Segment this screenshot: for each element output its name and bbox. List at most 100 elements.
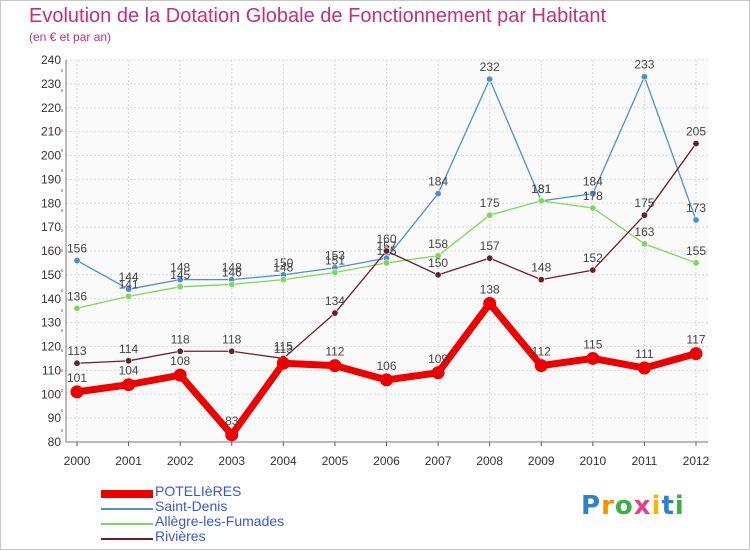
x-tick-label: 2010 <box>579 454 606 468</box>
data-point <box>331 268 339 276</box>
data-label: 178 <box>583 189 603 203</box>
data-label: 117 <box>686 333 705 347</box>
data-point <box>692 216 700 224</box>
logo-letter: P <box>581 491 602 521</box>
data-label: 148 <box>531 261 551 275</box>
logo-letter: i <box>674 491 685 521</box>
data-label: 181 <box>531 182 551 196</box>
y-tick-label: 80 <box>48 435 62 449</box>
data-point <box>692 140 700 148</box>
data-point <box>431 366 445 380</box>
data-point <box>637 361 651 375</box>
y-tick-label: 190 <box>41 172 61 186</box>
data-point <box>589 190 597 198</box>
y-tick-label: 160 <box>41 244 61 258</box>
data-label: 115 <box>274 339 293 353</box>
data-point <box>434 190 442 198</box>
proxiti-logo: Proxiti <box>581 491 685 521</box>
data-label: 184 <box>583 175 603 189</box>
data-label: 111 <box>635 347 654 361</box>
legend-label: POTELIèRES <box>155 483 242 499</box>
data-point <box>586 351 600 365</box>
data-point <box>228 280 236 288</box>
data-point <box>125 357 133 365</box>
y-tick-label: 170 <box>41 220 61 234</box>
data-point <box>176 276 184 284</box>
data-point <box>640 73 648 81</box>
data-label: 134 <box>325 294 345 308</box>
data-point <box>483 297 497 311</box>
data-label: 175 <box>634 196 654 210</box>
data-label: 155 <box>686 244 706 258</box>
data-point <box>125 285 133 293</box>
data-label: 113 <box>274 342 293 356</box>
y-tick-label: 230 <box>41 77 61 91</box>
data-point <box>380 373 393 387</box>
data-point <box>537 276 545 284</box>
legend-swatch <box>101 523 153 525</box>
data-label: 145 <box>170 268 190 282</box>
data-label: 160 <box>376 232 396 246</box>
data-point <box>70 385 84 399</box>
data-label: 144 <box>119 270 139 284</box>
x-tick-label: 2002 <box>167 454 194 468</box>
logo-letter: r <box>601 491 615 521</box>
data-point <box>176 347 184 355</box>
data-point <box>328 359 342 373</box>
data-point <box>122 378 136 392</box>
data-point <box>279 276 287 284</box>
data-point <box>276 356 290 370</box>
x-tick-label: 2005 <box>322 454 349 468</box>
data-label: 151 <box>325 253 345 267</box>
data-label: 146 <box>222 265 242 279</box>
data-label: 118 <box>222 332 241 346</box>
chart-title: Evolution de la Dotation Globale de Fonc… <box>29 5 607 27</box>
data-point <box>537 197 545 205</box>
data-label: 112 <box>532 345 551 359</box>
data-label: 106 <box>376 359 396 373</box>
data-point <box>486 75 494 83</box>
x-tick-label: 2004 <box>270 454 297 468</box>
chart-subtitle: (en € et par an) <box>29 30 112 44</box>
y-tick-label: 180 <box>41 196 61 210</box>
data-point <box>73 257 81 265</box>
data-label: 157 <box>480 239 500 253</box>
data-point <box>125 292 133 300</box>
data-point <box>486 254 494 262</box>
data-label: 205 <box>686 125 706 139</box>
data-label: 157 <box>376 239 396 253</box>
data-label: 153 <box>325 249 345 263</box>
x-tick-label: 2001 <box>115 454 142 468</box>
x-tick-label: 2008 <box>476 454 503 468</box>
legend-label: Saint-Denis <box>155 498 228 514</box>
data-point <box>640 211 648 219</box>
y-tick-label: 150 <box>41 268 61 282</box>
data-point <box>434 252 442 260</box>
legend-label: Rivières <box>155 528 206 544</box>
data-label: 108 <box>170 354 190 368</box>
data-label: 138 <box>480 283 500 297</box>
data-point <box>589 266 597 274</box>
data-label: 163 <box>634 225 654 239</box>
data-label: 118 <box>171 332 190 346</box>
legend-swatch <box>101 508 153 510</box>
legend-swatch <box>101 538 153 540</box>
data-label: 148 <box>170 261 190 275</box>
data-point <box>331 309 339 317</box>
data-point <box>689 347 703 361</box>
legend-label: Allègre-les-Fumades <box>155 513 285 529</box>
data-label: 173 <box>686 201 706 215</box>
data-point <box>640 240 648 248</box>
x-tick-label: 2011 <box>632 454 658 468</box>
data-label: 112 <box>325 345 344 359</box>
data-label: 233 <box>634 58 654 72</box>
y-tick-label: 200 <box>41 149 61 163</box>
data-label: 148 <box>273 261 293 275</box>
data-label: 175 <box>480 196 500 210</box>
data-label: 83 <box>225 414 239 428</box>
data-point <box>382 259 390 267</box>
y-tick-label: 120 <box>41 340 61 354</box>
data-label: 114 <box>119 342 138 356</box>
data-point <box>173 368 187 382</box>
